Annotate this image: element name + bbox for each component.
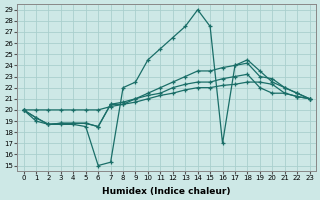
X-axis label: Humidex (Indice chaleur): Humidex (Indice chaleur) [102,187,231,196]
